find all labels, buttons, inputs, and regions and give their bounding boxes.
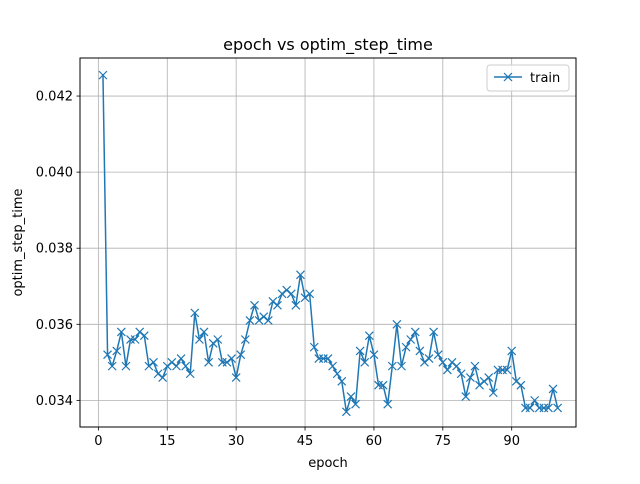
data-point-marker [185,369,195,379]
data-point-marker [360,357,370,367]
data-point-marker [158,373,168,382]
x-tick-label: 15 [159,434,176,449]
data-point-marker [378,380,388,390]
chart-title: epoch vs optim_step_time [223,35,433,55]
data-point-marker [190,308,200,318]
data-point-marker [116,327,126,337]
data-point-marker [369,350,379,360]
y-tick-label: 0.036 [36,318,73,333]
data-point-marker [103,350,112,360]
data-point-marker [429,327,439,337]
data-point-marker [172,361,181,371]
data-point-marker [507,346,517,356]
data-point-marker [410,327,420,337]
y-tick-label: 0.038 [36,242,73,257]
y-tick-label: 0.040 [36,166,73,181]
data-point-marker [273,300,282,310]
data-point-marker [227,354,236,363]
data-point-marker [328,361,338,371]
data-point-marker [245,316,255,325]
data-point-marker [139,331,149,341]
data-point-marker [355,346,365,356]
data-point-marker [250,300,259,310]
legend: train [486,64,570,92]
data-point-marker [397,361,406,371]
data-point-marker [452,361,462,371]
data-point-marker [424,354,434,363]
x-tick-label: 60 [366,434,383,449]
data-point-marker [470,361,480,371]
data-point-marker [406,335,416,344]
legend-marker-x [503,72,513,82]
data-point-marker [544,403,553,413]
x-tick-label: 30 [228,434,245,449]
data-point-marker [456,369,466,379]
data-point-marker [291,300,301,310]
data-point-marker [346,392,356,401]
data-point-marker [149,357,158,367]
data-point-marker [442,365,452,375]
data-point-marker [204,357,214,367]
data-point-marker [263,316,273,325]
data-point-marker [438,357,448,367]
data-point-marker [199,327,209,337]
data-point-marker [548,384,558,394]
data-point-marker [530,395,540,405]
data-point-marker [121,361,131,371]
data-point-marker [415,346,425,356]
data-point-marker [401,342,411,352]
data-point-marker [516,380,526,390]
data-point-marker [364,331,374,341]
legend-label-train: train [530,71,560,86]
data-point-marker [341,407,351,417]
data-point-marker [392,319,402,329]
x-tick-label: 75 [435,434,452,449]
series-layer [98,70,563,417]
data-point-marker [309,342,319,352]
data-point-marker [181,361,191,371]
y-tick-label: 0.042 [36,90,73,105]
data-point-marker [286,289,296,299]
axis-ticks: 0 15 30 45 60 75 90 0.034 0.036 0.038 0.040 0.042 [36,90,520,449]
data-point-marker [130,335,140,344]
data-point-marker [240,335,250,344]
x-tick-label: 45 [297,434,314,449]
plot-frame [79,57,577,428]
data-point-marker [194,335,204,344]
x-tick-label: 0 [94,434,102,449]
data-point-marker [305,289,315,299]
data-point-marker [337,376,347,386]
data-point-marker [387,361,397,371]
data-point-marker [323,354,333,363]
data-point-marker [488,388,498,398]
data-point-marker [176,354,186,363]
data-point-marker [433,350,443,360]
data-point-marker [213,335,223,344]
data-point-marker [112,346,122,356]
data-point-marker [502,365,512,375]
data-point-marker [484,373,494,382]
data-point-marker [98,70,108,80]
x-tick-label: 90 [503,434,520,449]
legend-marker [503,72,513,82]
y-tick-label: 0.034 [36,394,73,409]
x-axis-title: epoch [308,456,348,471]
data-point-marker [525,403,535,413]
grid-lines [80,58,576,427]
data-point-marker [332,369,342,379]
data-point-marker [236,350,246,360]
data-point-marker [465,373,475,382]
data-point-marker [231,373,241,382]
data-point-marker [296,270,305,280]
y-axis-title: optim_step_time [11,188,26,296]
data-point-marker [351,399,360,409]
data-point-marker [107,361,117,371]
legend-box [486,64,570,92]
data-point-marker [553,403,563,413]
data-point-marker [461,392,471,401]
data-point-marker [383,399,393,409]
